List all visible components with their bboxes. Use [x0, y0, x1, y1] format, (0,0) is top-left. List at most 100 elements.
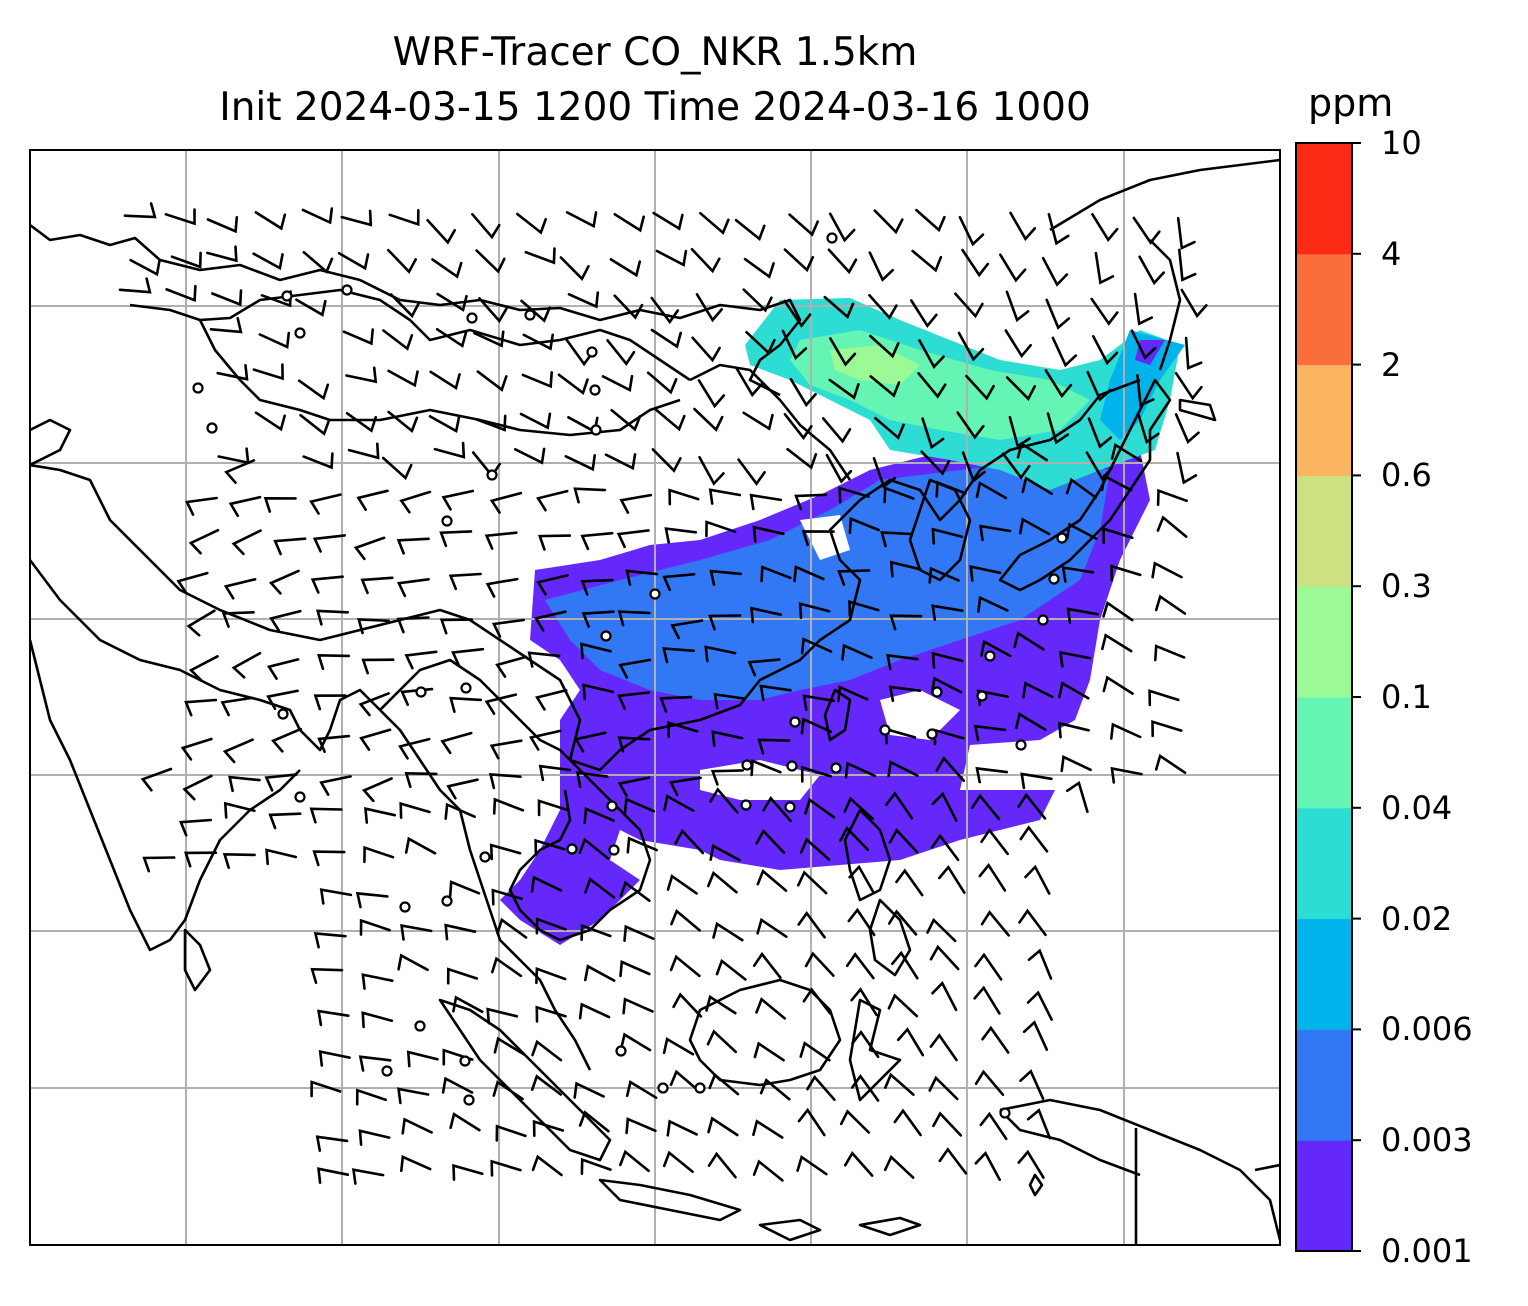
- wind-barb: [185, 496, 218, 516]
- wind-barb: [1061, 566, 1095, 583]
- wind-barb: [532, 1119, 565, 1137]
- wind-barb: [711, 730, 744, 747]
- wind-barb: [848, 864, 876, 895]
- wind-barb: [536, 574, 569, 596]
- wind-barb: [1151, 720, 1183, 738]
- wind-barb: [473, 330, 505, 348]
- wind-barb: [361, 777, 393, 803]
- wind-barb: [452, 995, 484, 1014]
- wind-barb: [252, 363, 284, 381]
- wind-barb: [1138, 255, 1165, 286]
- wind-barb: [762, 795, 792, 823]
- wind-barb: [617, 776, 651, 798]
- wind-barb: [400, 924, 433, 941]
- wind-barb: [165, 284, 197, 303]
- wind-barb: [444, 923, 477, 941]
- wind-barb: [535, 689, 568, 711]
- wind-barb: [1130, 329, 1157, 360]
- colorbar-tick-label: 0.001: [1381, 1232, 1473, 1270]
- wind-barb: [223, 801, 256, 819]
- wind-barb: [516, 212, 547, 235]
- wind-barb: [786, 447, 818, 470]
- wind-barb: [491, 956, 523, 978]
- wind-barb: [475, 414, 507, 432]
- wind-barb: [564, 454, 596, 472]
- wind-barb: [312, 534, 346, 553]
- wind-barb: [351, 1168, 385, 1185]
- wind-barb: [887, 909, 918, 936]
- wind-barb: [829, 337, 857, 367]
- wind-barb: [760, 565, 792, 583]
- colorbar-segment: [1296, 1140, 1352, 1252]
- wind-barb: [1009, 211, 1037, 242]
- wind-barb: [1091, 213, 1119, 243]
- wind-barb: [387, 248, 417, 274]
- wind-barb: [797, 910, 826, 939]
- wind-barb: [1047, 213, 1070, 246]
- wind-barb: [707, 1116, 739, 1137]
- wind-barb: [492, 797, 525, 815]
- wind-barb: [118, 277, 152, 294]
- wind-barb: [999, 253, 1027, 283]
- wind-barb: [519, 412, 552, 430]
- wind-barb: [1110, 766, 1143, 784]
- calm-wind-marker: [657, 1082, 669, 1094]
- wind-barb: [670, 619, 704, 640]
- wind-barb: [426, 219, 456, 245]
- wind-barb: [698, 456, 725, 486]
- wind-barb: [1041, 256, 1069, 287]
- wind-barb: [755, 828, 786, 854]
- wind-barb: [452, 1163, 484, 1181]
- wind-barb: [1065, 477, 1097, 499]
- colorbar-tick-label: 0.04: [1381, 788, 1453, 827]
- wind-barb: [978, 862, 1007, 892]
- wind-barb: [583, 807, 615, 825]
- wind-barb: [957, 331, 985, 362]
- wind-barb: [347, 442, 380, 460]
- wind-barb: [1022, 1020, 1049, 1051]
- wind-barb: [804, 951, 835, 977]
- wind-barb: [664, 527, 698, 544]
- wind-barb: [750, 759, 782, 777]
- co-tracer-plume: [500, 298, 1185, 945]
- wind-barb: [302, 452, 334, 470]
- wind-barb: [530, 1074, 563, 1096]
- wind-barb: [956, 411, 985, 440]
- wind-barb: [799, 837, 831, 861]
- calm-wind-marker: [879, 724, 891, 736]
- wind-barb: [872, 457, 897, 489]
- wind-barb: [228, 495, 262, 518]
- wind-barb: [707, 1151, 737, 1179]
- wind-barb: [938, 1147, 968, 1175]
- wind-barb: [705, 520, 737, 538]
- wind-barb: [804, 797, 836, 819]
- wind-barb: [1085, 451, 1113, 481]
- wind-barb: [228, 775, 261, 793]
- wind-barb: [889, 560, 922, 578]
- wind-barb: [1045, 298, 1071, 330]
- wind-barb: [220, 696, 254, 717]
- wind-barb: [704, 645, 737, 663]
- wind-barb: [317, 734, 351, 754]
- wind-barb: [619, 1149, 650, 1173]
- wind-barb: [536, 489, 569, 512]
- wind-barb: [838, 486, 870, 504]
- wind-barb: [534, 838, 566, 856]
- wind-barb: [841, 643, 873, 661]
- wind-barb: [652, 211, 684, 231]
- wind-barb: [428, 415, 461, 434]
- wind-barb: [186, 609, 216, 637]
- calm-wind-marker: [1015, 739, 1027, 751]
- wind-barb: [794, 493, 828, 511]
- wind-barb: [847, 907, 876, 937]
- wind-barb: [893, 1108, 922, 1137]
- wind-barb: [182, 774, 213, 801]
- calm-wind-marker: [999, 1107, 1011, 1119]
- wind-barb: [489, 739, 523, 760]
- wind-barb: [361, 658, 395, 675]
- colorbar-tick-label: 2: [1381, 345, 1402, 384]
- wind-barb: [625, 1117, 657, 1135]
- wind-barb: [268, 569, 300, 595]
- wind-barb: [1110, 722, 1142, 740]
- calm-wind-marker: [586, 346, 598, 358]
